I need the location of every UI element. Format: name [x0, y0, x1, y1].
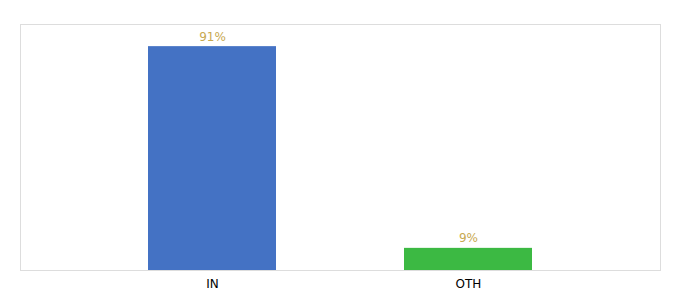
svg-text:91%: 91%	[199, 30, 226, 44]
svg-text:IN: IN	[206, 277, 219, 291]
svg-text:9%: 9%	[459, 231, 478, 245]
svg-text:OTH: OTH	[456, 277, 482, 291]
